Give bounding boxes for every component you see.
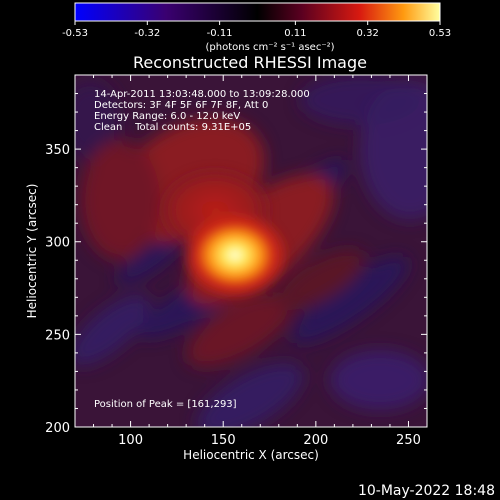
x-tick-label: 100 — [118, 433, 143, 448]
colorbar-gradient — [74, 2, 441, 22]
plot-frame — [74, 74, 428, 428]
x-axis-label: Heliocentric X (arcsec) — [183, 448, 319, 462]
heatmap-image — [75, 75, 427, 427]
y-tick-label: 350 — [45, 143, 70, 158]
y-tick-label: 300 — [45, 236, 70, 251]
colorbar-unit-label: (photons cm⁻² s⁻¹ asec⁻²) — [205, 42, 334, 53]
colorbar-tick-label: -0.11 — [207, 28, 233, 39]
colorbar-tick-label: 0.53 — [429, 28, 451, 39]
y-tick-label: 250 — [45, 328, 70, 343]
colorbar-tick-label: -0.53 — [62, 28, 88, 39]
annotation-block: 14-Apr-2011 13:03:48.000 to 13:09:28.000… — [94, 89, 310, 133]
chart-title: Reconstructed RHESSI Image — [133, 53, 367, 72]
colorbar-tick-label: 0.11 — [284, 28, 306, 39]
peak-position-label: Position of Peak = [161,293] — [94, 399, 237, 410]
colorbar-ticks: -0.53 -0.32 -0.11 0.11 0.32 0.53 — [62, 21, 451, 39]
annotation-line: Clean Total counts: 9.31E+05 — [94, 122, 251, 133]
annotation-line: Energy Range: 6.0 - 12.0 keV — [94, 111, 240, 122]
y-axis-ticks: 200 250 300 350 — [45, 74, 427, 436]
colorbar: -0.53 -0.32 -0.11 0.11 0.32 0.53 (photons cm⁻… — [62, 2, 451, 53]
colorbar-tick-label: 0.32 — [357, 28, 379, 39]
x-tick-label: 150 — [211, 433, 236, 448]
footer-timestamp: 10-May-2022 18:48 — [358, 483, 495, 499]
y-axis-label: Heliocentric Y (arcsec) — [25, 184, 39, 319]
colorbar-tick-label: -0.32 — [134, 28, 160, 39]
x-tick-label: 200 — [303, 433, 328, 448]
x-tick-label: 250 — [396, 433, 421, 448]
x-axis-ticks: 100 150 200 250 — [93, 75, 428, 448]
y-tick-label: 200 — [45, 421, 70, 436]
annotation-line: 14-Apr-2011 13:03:48.000 to 13:09:28.000 — [94, 89, 310, 100]
annotation-line: Detectors: 3F 4F 5F 6F 7F 8F, Att 0 — [94, 100, 268, 111]
